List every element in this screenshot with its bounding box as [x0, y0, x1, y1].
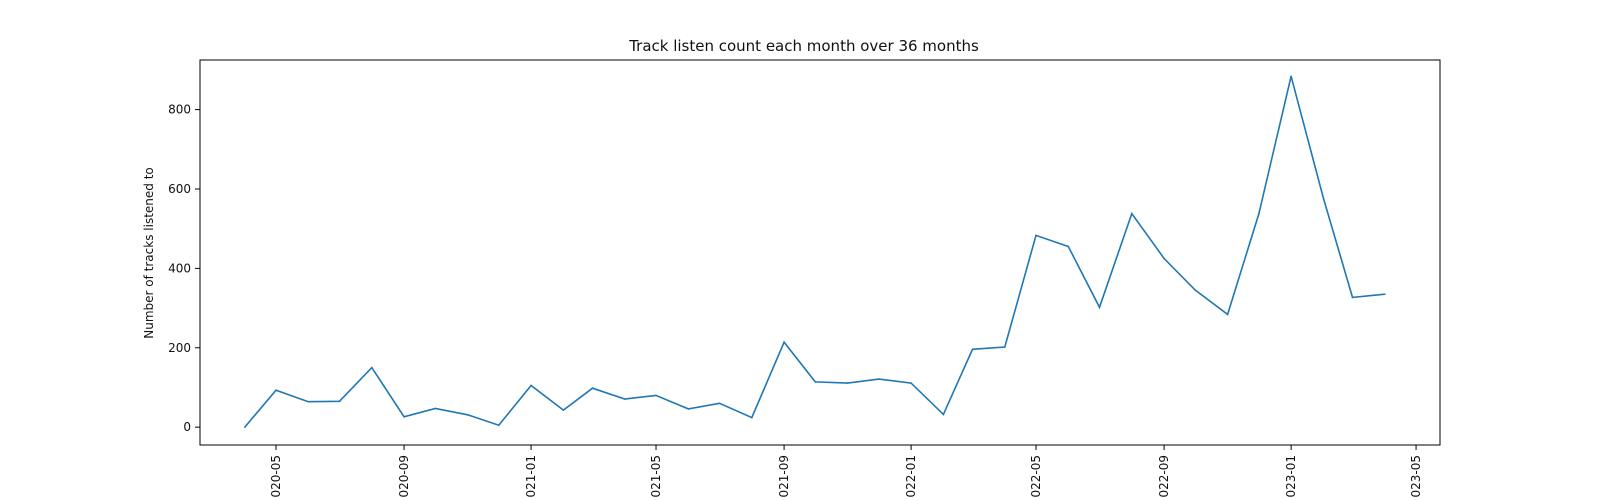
data-point — [1290, 75, 1292, 78]
data-point — [623, 398, 626, 400]
data-point — [846, 382, 849, 384]
data-point — [498, 424, 500, 426]
data-point — [562, 409, 565, 411]
data-point — [1351, 296, 1354, 299]
data-point — [1194, 289, 1197, 292]
y-axis: 0 200 400 600 800 — [168, 103, 200, 434]
y-axis-label: Number of tracks listened to — [142, 167, 156, 338]
y-tick-label: 200 — [168, 341, 191, 355]
data-point — [1226, 313, 1229, 316]
data-point — [243, 426, 246, 428]
data-point — [1384, 293, 1386, 295]
data-point — [1258, 213, 1260, 215]
x-tick-label: 021-01 — [524, 455, 538, 498]
data-point — [1163, 257, 1165, 260]
data-point — [1131, 212, 1133, 215]
data-point — [814, 381, 817, 383]
x-tick-label: 020-05 — [269, 455, 283, 498]
data-point — [403, 416, 405, 418]
plot-area — [199, 59, 1441, 446]
chart-title: Track listen count each month over 36 mo… — [628, 37, 979, 55]
data-point — [1035, 234, 1037, 237]
x-tick-label: 023-05 — [1409, 455, 1423, 498]
x-tick-label: 022-01 — [904, 455, 918, 498]
x-tick-label: 022-05 — [1029, 455, 1043, 498]
y-tick-label: 600 — [168, 182, 191, 196]
y-tick-label: 0 — [183, 420, 191, 434]
data-point — [1067, 245, 1070, 248]
data-point — [971, 348, 974, 351]
data-point — [275, 389, 277, 392]
x-tick-label: 021-05 — [649, 455, 663, 498]
data-point — [591, 387, 594, 390]
data-point — [1004, 346, 1006, 348]
x-tick-label: 022-09 — [1157, 455, 1171, 498]
data-point — [878, 378, 880, 380]
data-point — [655, 394, 657, 397]
data-point — [466, 414, 469, 416]
data-point — [910, 382, 912, 384]
data-point — [1322, 197, 1325, 199]
data-point — [307, 400, 310, 403]
x-tick-label: 023-01 — [1284, 455, 1298, 498]
data-point — [783, 341, 785, 344]
x-axis: 020-05 020-09 021-01 021-05 021-09 022-01 022-… — [269, 445, 1423, 498]
data-point — [942, 413, 945, 416]
data-point — [718, 402, 721, 405]
x-tick-label: 020-09 — [397, 455, 411, 498]
data-point — [530, 384, 532, 387]
x-tick-label: 021-09 — [777, 455, 791, 498]
data-point — [370, 366, 373, 369]
data-point — [751, 416, 753, 419]
y-tick-label: 400 — [168, 261, 191, 275]
data-point — [434, 407, 437, 410]
series-layer — [243, 75, 1386, 428]
data-point — [338, 400, 341, 403]
y-tick-label: 800 — [168, 103, 191, 117]
data-point — [1098, 306, 1101, 309]
data-point — [687, 408, 690, 410]
